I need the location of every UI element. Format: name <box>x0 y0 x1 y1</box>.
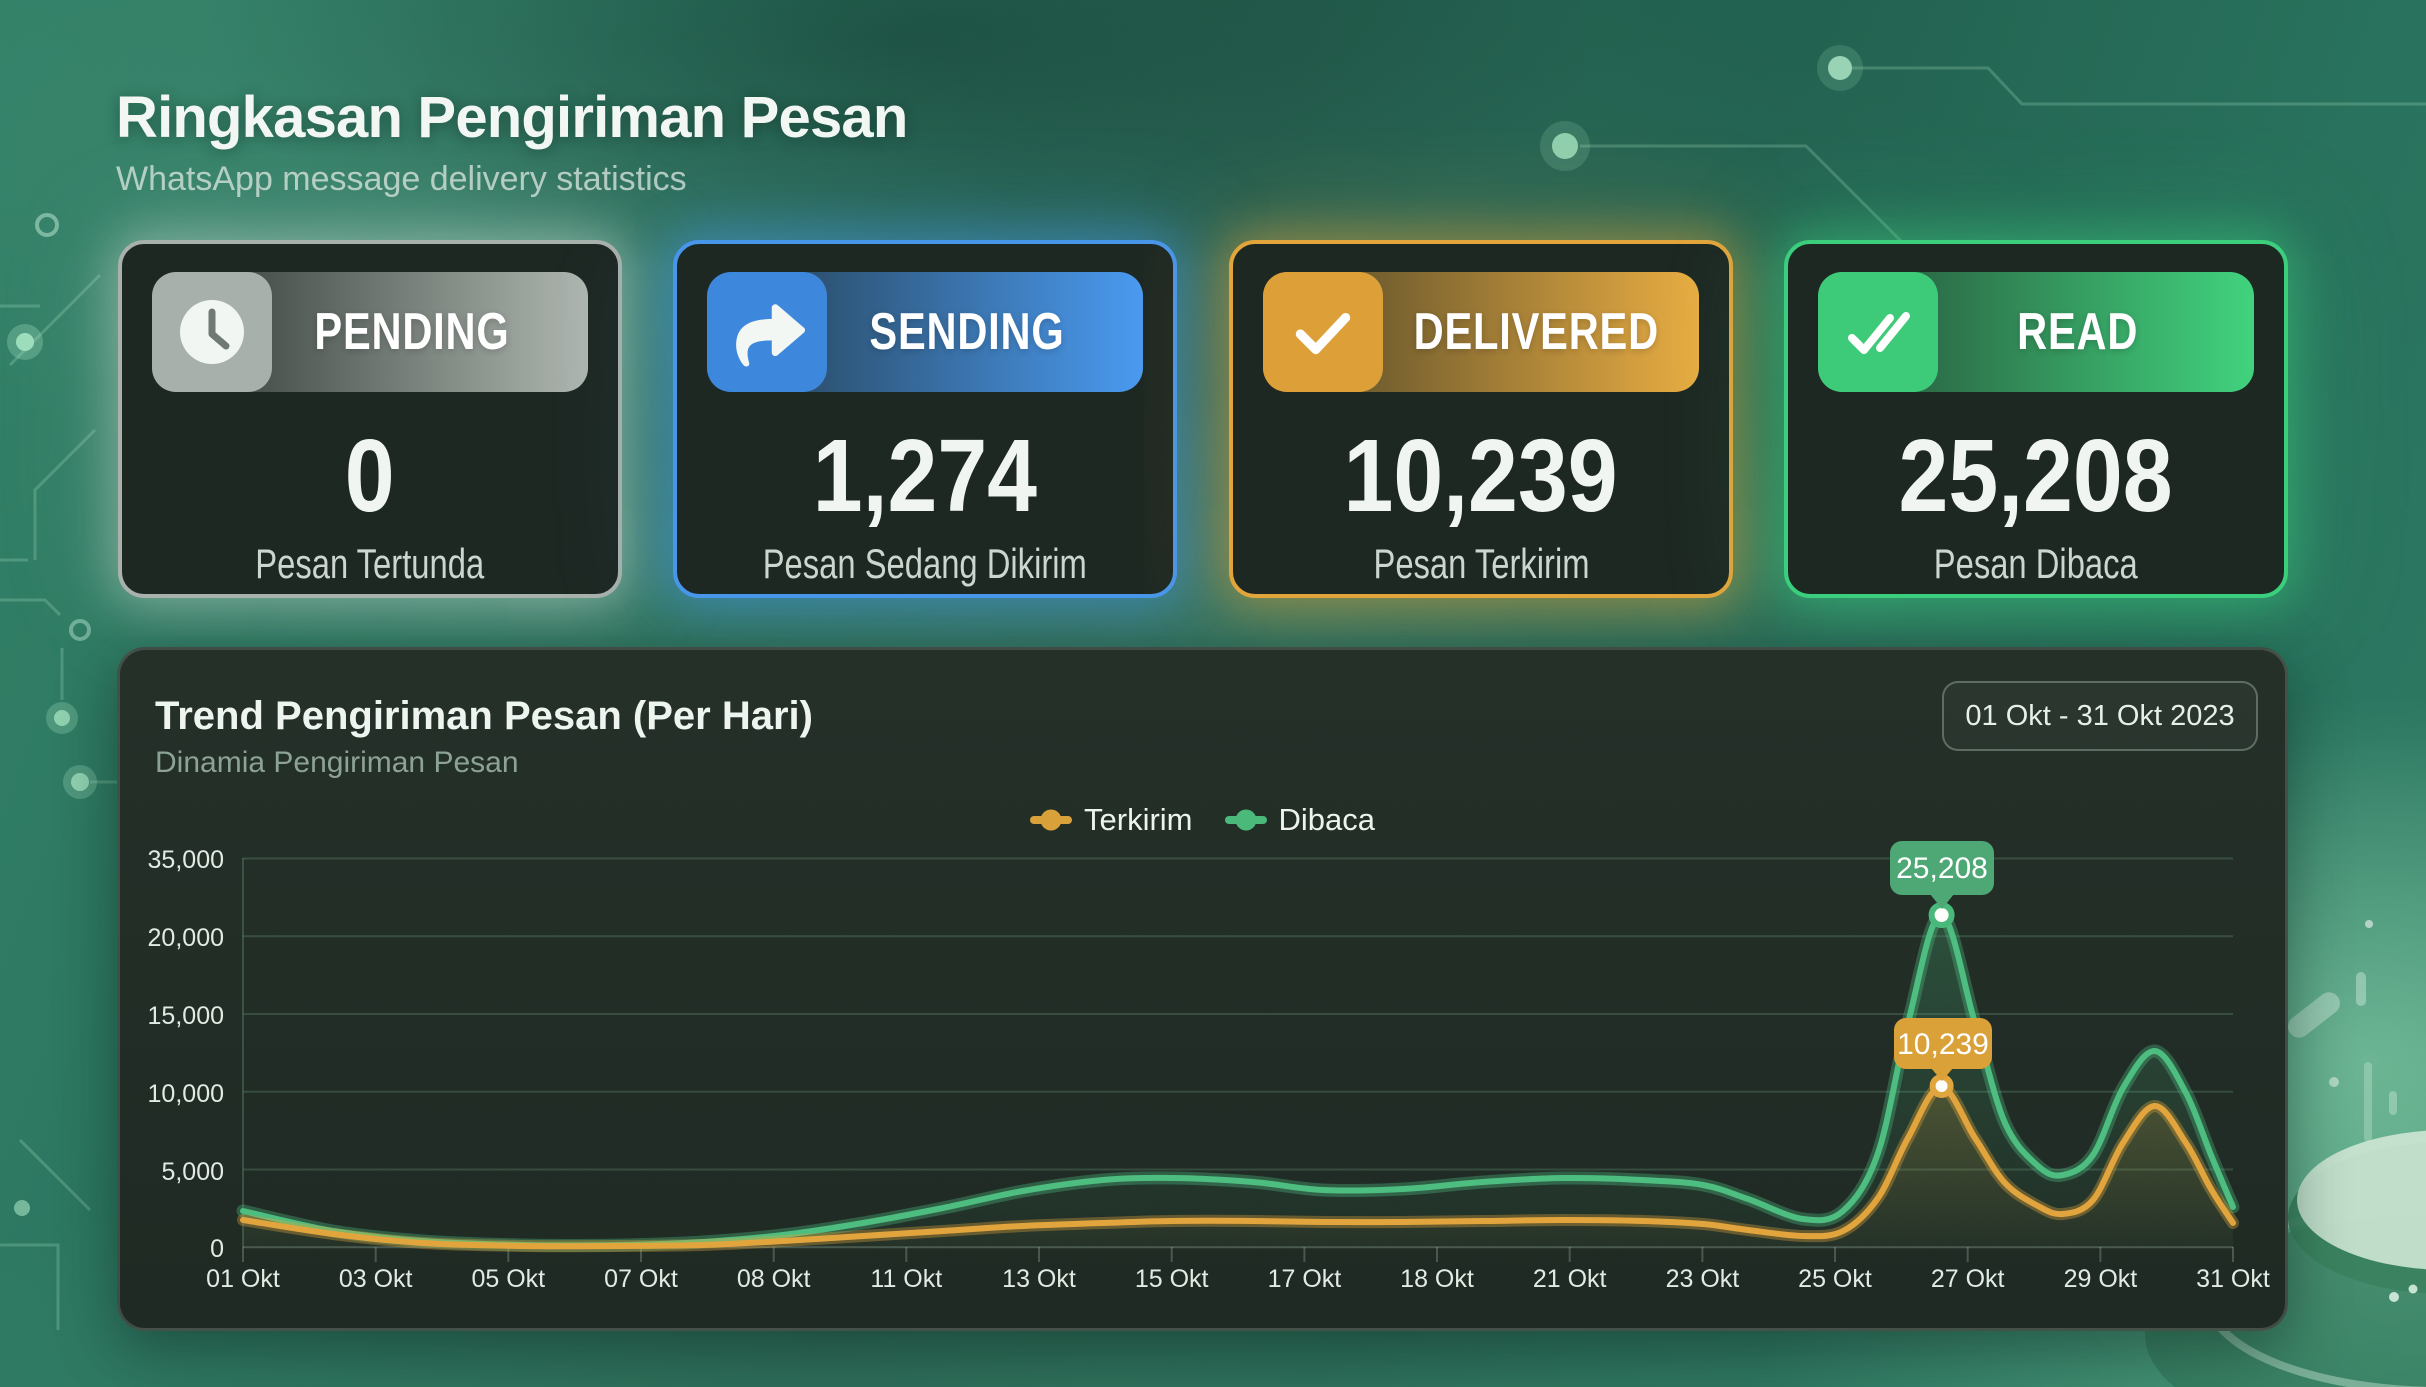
svg-text:18 Okt: 18 Okt <box>1400 1265 1474 1293</box>
svg-text:20,000: 20,000 <box>148 924 224 952</box>
svg-text:5,000: 5,000 <box>161 1158 224 1186</box>
svg-text:35,000: 35,000 <box>148 846 224 874</box>
svg-text:10,239: 10,239 <box>1897 1028 1989 1061</box>
svg-text:11 Okt: 11 Okt <box>870 1265 942 1293</box>
svg-text:17 Okt: 17 Okt <box>1268 1265 1342 1293</box>
svg-text:03 Okt: 03 Okt <box>339 1265 413 1293</box>
svg-text:05 Okt: 05 Okt <box>471 1265 545 1293</box>
svg-text:13 Okt: 13 Okt <box>1002 1265 1076 1293</box>
svg-text:29 Okt: 29 Okt <box>2064 1265 2138 1293</box>
svg-text:0: 0 <box>210 1235 224 1263</box>
svg-text:25 Okt: 25 Okt <box>1798 1265 1872 1293</box>
svg-text:07 Okt: 07 Okt <box>604 1265 678 1293</box>
svg-text:25,208: 25,208 <box>1896 852 1988 885</box>
svg-text:10,000: 10,000 <box>148 1080 224 1108</box>
svg-text:27 Okt: 27 Okt <box>1931 1265 2005 1293</box>
svg-text:15,000: 15,000 <box>148 1002 224 1030</box>
svg-text:31 Okt: 31 Okt <box>2196 1265 2270 1293</box>
svg-text:23 Okt: 23 Okt <box>1666 1265 1740 1293</box>
svg-text:01 Okt: 01 Okt <box>206 1265 280 1293</box>
svg-text:21 Okt: 21 Okt <box>1533 1265 1607 1293</box>
svg-text:08 Okt: 08 Okt <box>737 1265 811 1293</box>
svg-text:15 Okt: 15 Okt <box>1135 1265 1209 1293</box>
